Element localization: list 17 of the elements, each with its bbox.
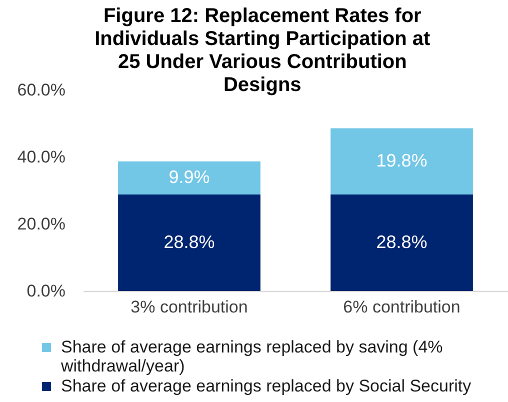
y-tick-label: 40.0% [17, 148, 66, 166]
legend-label: Share of average earnings replaced by saving (4% withdrawal/year) [60, 338, 443, 376]
data-label: 9.9% [168, 166, 210, 187]
bar [330, 128, 473, 195]
data-label: 28.8% [164, 232, 215, 252]
y-tick-label: 0.0% [26, 282, 66, 300]
x-tick-label: 6% contribution [343, 298, 460, 316]
x-tick-label: 3% contribution [130, 298, 248, 316]
y-tick-label: 20.0% [17, 214, 66, 234]
bar [118, 194, 260, 291]
data-label: 19.8% [376, 150, 428, 170]
legend-label: Share of average earnings replaced by Social Security [61, 376, 472, 396]
data-label: 28.8% [376, 232, 428, 252]
bar [330, 194, 473, 291]
y-tick-label: 60.0% [17, 80, 66, 100]
chart-title: Figure 12: Replacement Rates for Individuals Starting Participation at 25 Under Various Contribution Designs [94, 5, 431, 96]
bar [118, 161, 260, 195]
